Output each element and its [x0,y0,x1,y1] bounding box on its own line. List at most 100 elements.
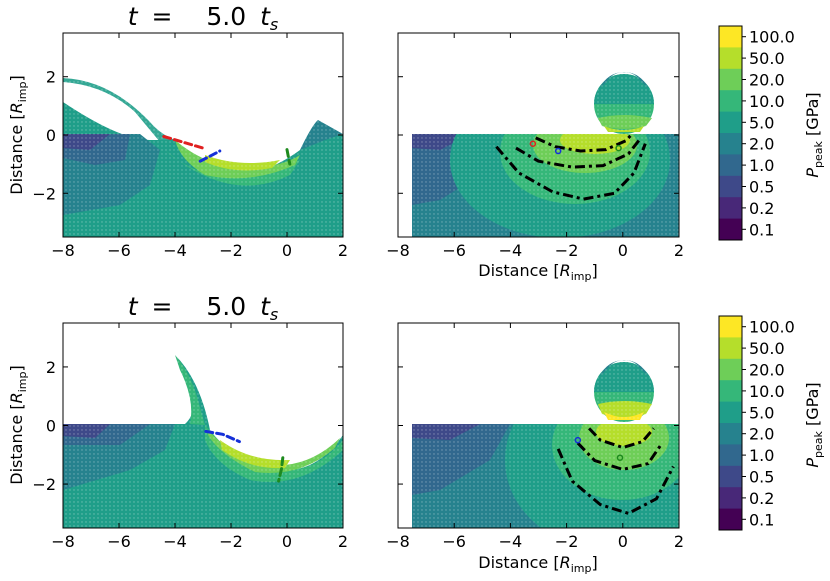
x-tick-label: 0 [282,241,292,260]
x-tick-label: −2 [555,241,579,260]
x-tick-label: −8 [386,241,410,260]
colorbar-swatch [719,111,742,134]
colorbar-level-label: 50.0 [749,339,785,358]
tracer-point [574,436,582,444]
colorbar-label: Ppeak [GPa] [803,92,825,177]
y-axis-label: Distance [Rimp] [7,75,29,194]
colorbar-label: Ppeak [GPa] [803,382,825,467]
x-tick-label: −2 [555,532,579,551]
colorbar-swatch [719,68,742,91]
colorbar-level-label: 10.0 [749,382,785,401]
pressure-field-top-left [63,33,343,237]
x-tick-label: −4 [163,532,187,551]
x-tick-label: 0 [618,241,628,260]
tracer-point [616,454,624,461]
y-axis-label: Distance [Rimp] [7,365,29,484]
y-tick-label: 0 [46,417,56,436]
colorbar-level-label: 5.0 [749,113,774,132]
colorbar-level-label: 0.1 [749,510,774,529]
colorbar-swatch [719,175,742,198]
colorbar-swatch [719,90,742,113]
colorbar-frame [718,25,743,241]
panel-top-left: −8 −6 −4 −2 0 2 −2 0 2 t = 5.0 ts Distance [Rimp… [7,2,348,260]
colorbar-level-label: 0.2 [749,489,774,508]
x-tick-label: 2 [674,532,684,551]
y-tick-label: 0 [46,126,56,145]
x-tick-label: −4 [163,241,187,260]
contour-line [515,138,641,169]
tracer-marker-line [162,135,205,150]
colorbar-bottom: 100.0 50.0 20.0 10.0 5.0 2.0 1.0 0.5 0.2 0.1 [718,315,795,531]
colorbar-level-label: 2.0 [749,135,774,154]
x-tick-label: 2 [674,241,684,260]
colorbar-swatch [719,423,742,445]
colorbar-swatch [719,487,742,510]
x-tick-label: −6 [442,532,466,551]
tracer-point [615,144,622,152]
x-tick-label: −6 [442,241,466,260]
colorbar-swatch [719,337,742,360]
y-tick-label: −2 [32,475,56,494]
pressure-field-top-right [398,33,679,237]
y-tick-label: 2 [46,68,56,87]
x-tick-label: 2 [338,532,348,551]
colorbar-frame [718,315,743,531]
x-tick-label: −8 [51,241,75,260]
y-tick-label: 2 [46,358,56,377]
x-tick-label: −6 [107,532,131,551]
colorbar-swatch [719,465,742,488]
colorbar-level-label: 100.0 [749,318,795,337]
colorbar-level-label: 0.5 [749,468,774,487]
x-tick-label: −2 [219,532,243,551]
colorbar-swatch [719,26,742,48]
colorbar-swatch [719,508,742,531]
tracer-marker-line [198,149,222,163]
colorbar-swatch [719,316,742,338]
colorbar-level-label: 0.2 [749,199,774,218]
colorbar-swatch [719,444,742,467]
x-axis-label: Distance [Rimp] [478,261,597,283]
colorbar-level-label: 1.0 [749,156,774,175]
tracer-marker-line [285,148,292,166]
colorbar-swatch [719,380,742,403]
contour-line [576,442,664,471]
y-tick-label: −2 [32,184,56,203]
colorbar-level-label: 0.1 [749,220,774,239]
contour-line [556,448,675,515]
colorbar-swatch [719,401,742,424]
colorbar-swatch [719,218,742,241]
x-tick-label: 0 [618,532,628,551]
x-tick-label: −8 [386,532,410,551]
colorbar-level-label: 2.0 [749,425,774,444]
x-tick-label: −4 [499,241,523,260]
colorbar-swatch [719,154,742,177]
x-axis-label: Distance [Rimp] [478,553,597,575]
colorbar-swatch [719,358,742,381]
pressure-field-bottom-left [63,323,343,528]
x-tick-label: 0 [282,532,292,551]
colorbar-level-label: 100.0 [749,28,795,47]
x-tick-label: 2 [338,241,348,260]
colorbar-swatch [719,197,742,220]
x-tick-label: −2 [219,241,243,260]
panel-bottom-right: −8 −6 −4 −2 0 2 Distance [Rimp] [386,322,684,575]
colorbar-level-label: 20.0 [749,361,785,380]
colorbar-level-label: 10.0 [749,92,785,111]
tracer-marker-line [204,429,241,444]
colorbar-top: 100.0 50.0 20.0 10.0 5.0 2.0 1.0 0.5 0.2 0.1 [718,25,795,241]
colorbar-level-label: 1.0 [749,446,774,465]
contour-line [588,427,655,449]
tracer-marker-line [277,456,285,483]
x-tick-label: −4 [499,532,523,551]
tracer-point [529,140,537,147]
colorbar-level-label: 0.5 [749,178,774,197]
colorbar-level-label: 5.0 [749,403,774,422]
colorbar-swatch [719,47,742,70]
panel-title: t = 5.0 ts [128,2,279,34]
colorbar-swatch [719,133,742,155]
panel-top-right: −8 −6 −4 −2 0 2 Distance [Rimp] [386,32,684,283]
panel-bottom-left: −8 −6 −4 −2 0 2 −2 0 2 t = 5.0 ts Distance [Rimp… [7,292,348,551]
panel-title: t = 5.0 ts [128,292,279,324]
x-tick-label: −8 [51,532,75,551]
